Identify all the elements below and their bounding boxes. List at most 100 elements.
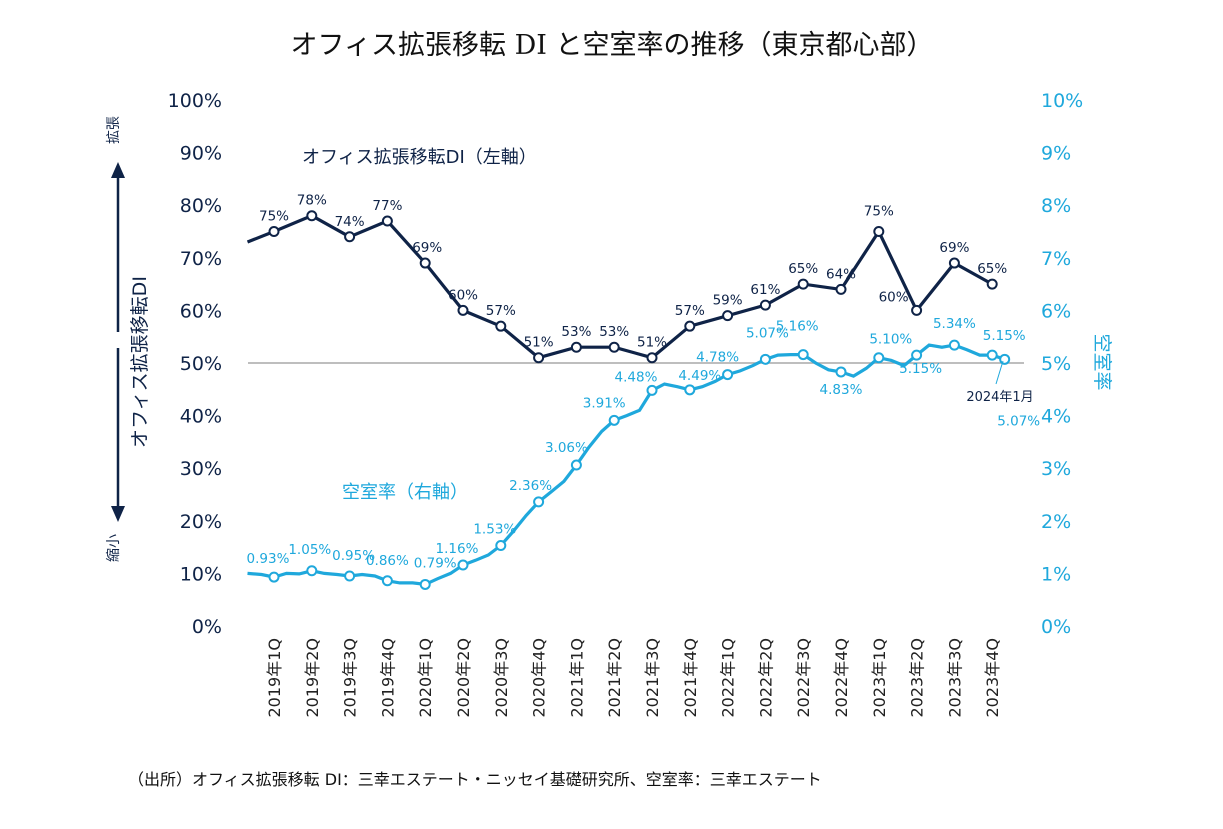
di-marker — [419, 257, 431, 269]
di-data-label: 75% — [259, 209, 289, 225]
vacancy-data-label: 5.15% — [983, 328, 1026, 344]
di-series-label: オフィス拡張移転DI（左軸） — [302, 147, 537, 168]
vacancy-data-label: 0.79% — [414, 555, 457, 571]
di-marker — [646, 352, 658, 364]
x-tick-label: 2023年3Q — [945, 638, 964, 718]
di-markers — [268, 210, 998, 364]
right-axis-title: 空室率 — [1091, 333, 1113, 390]
vacancy-data-label: 5.07% — [746, 325, 789, 341]
down-arrow-icon — [111, 506, 125, 522]
right-tick-label: 1% — [1041, 563, 1071, 585]
x-tick-label: 2020年4Q — [530, 638, 549, 718]
left-tick-label: 10% — [180, 563, 222, 585]
di-data-label: 60% — [879, 289, 909, 305]
di-marker — [911, 304, 923, 316]
di-marker — [495, 320, 507, 332]
left-tick-label: 70% — [180, 248, 222, 270]
right-tick-label: 4% — [1041, 406, 1071, 428]
di-data-label: 61% — [750, 282, 780, 298]
di-data-label: 65% — [977, 261, 1007, 277]
right-tick-label: 0% — [1041, 616, 1071, 638]
left-tick-label: 0% — [192, 616, 222, 638]
latest-callout-line — [995, 360, 1004, 385]
di-data-label: 64% — [826, 266, 856, 282]
vacancy-data-label: 5.15% — [899, 361, 942, 377]
vacancy-marker — [911, 349, 923, 361]
vacancy-marker — [759, 353, 771, 365]
vacancy-markers — [268, 339, 1011, 590]
di-marker — [873, 226, 885, 237]
vacancy-marker — [835, 366, 847, 378]
vacancy-marker — [684, 384, 696, 396]
x-tick-label: 2019年4Q — [378, 638, 397, 718]
vacancy-marker — [268, 571, 280, 583]
latest-month-label: 2024年1月 — [966, 390, 1033, 405]
vacancy-data-label: 5.16% — [776, 319, 819, 335]
vacancy-marker — [570, 459, 582, 471]
di-marker — [759, 299, 771, 311]
vacancy-data-label: 0.93% — [247, 551, 290, 567]
vacancy-data-label: 1.53% — [473, 522, 516, 538]
di-data-label: 69% — [939, 240, 969, 256]
di-data-label: 59% — [713, 293, 743, 309]
di-data-label: 57% — [486, 303, 516, 319]
vacancy-marker — [608, 414, 620, 426]
di-data-label: 53% — [599, 324, 629, 340]
x-tick-label: 2022年4Q — [832, 638, 851, 718]
right-tick-label: 9% — [1041, 143, 1071, 165]
x-tick-label: 2020年2Q — [454, 638, 473, 718]
vacancy-marker — [999, 353, 1011, 365]
di-marker — [457, 304, 469, 316]
vacancy-marker — [344, 570, 356, 582]
vacancy-data-label: 4.49% — [678, 368, 721, 384]
di-data-label: 78% — [297, 193, 327, 209]
di-marker — [344, 231, 356, 243]
vacancy-data-label: 4.48% — [615, 369, 658, 385]
right-tick-label: 6% — [1041, 300, 1071, 322]
di-marker — [797, 278, 809, 290]
di-marker — [835, 283, 847, 295]
vacancy-marker — [381, 575, 393, 587]
right-tick-label: 2% — [1041, 511, 1071, 533]
di-marker — [306, 210, 318, 222]
left-tick-label: 30% — [180, 458, 222, 480]
left-axis: 0% 10% 20% 30% 40% 50% 60% 70% 80% 90% 100% — [168, 90, 222, 638]
vacancy-data-label: 4.83% — [820, 382, 863, 398]
x-tick-label: 2022年3Q — [794, 638, 813, 718]
up-arrow-icon — [111, 162, 125, 178]
vacancy-marker — [986, 349, 998, 361]
di-data-label: 74% — [335, 214, 365, 230]
x-tick-label: 2023年2Q — [908, 638, 927, 718]
di-marker — [722, 310, 734, 322]
vacancy-data-label: 3.06% — [545, 440, 588, 456]
x-tick-label: 2020年1Q — [416, 638, 435, 718]
di-data-label: 77% — [372, 198, 402, 214]
vacancy-marker — [306, 565, 318, 577]
x-tick-label: 2023年4Q — [983, 638, 1002, 718]
vacancy-data-label: 0.95% — [332, 548, 375, 564]
right-tick-label: 7% — [1041, 248, 1071, 270]
vacancy-marker — [948, 339, 960, 351]
vacancy-data-label: 5.10% — [869, 332, 912, 348]
vacancy-marker — [646, 384, 658, 396]
vacancy-marker — [722, 369, 734, 381]
right-tick-label: 10% — [1041, 90, 1083, 112]
di-data-labels: 75% 78% 74% 77% 69% 60% 57% 51% 53% 53% 51% 57% 59% 6… — [259, 193, 1007, 351]
left-tick-label: 50% — [180, 353, 222, 375]
expand-label: 拡張 — [106, 116, 122, 144]
di-marker — [948, 257, 960, 269]
left-tick-label: 20% — [180, 511, 222, 533]
shrink-label: 縮小 — [106, 534, 122, 562]
vacancy-data-labels: 0.93%1.05% 0.95%0.86% 0.79%1.16% 1.53% 2.36%… — [247, 316, 1041, 571]
di-marker — [684, 320, 696, 332]
di-marker — [608, 341, 620, 353]
x-tick-label: 2021年3Q — [643, 638, 662, 718]
di-data-label: 51% — [524, 335, 554, 351]
di-data-label: 75% — [864, 204, 894, 220]
vacancy-data-label: 4.78% — [696, 350, 739, 366]
left-tick-label: 40% — [180, 406, 222, 428]
di-data-label: 65% — [788, 261, 818, 277]
left-tick-label: 90% — [180, 143, 222, 165]
right-tick-label: 8% — [1041, 195, 1071, 217]
